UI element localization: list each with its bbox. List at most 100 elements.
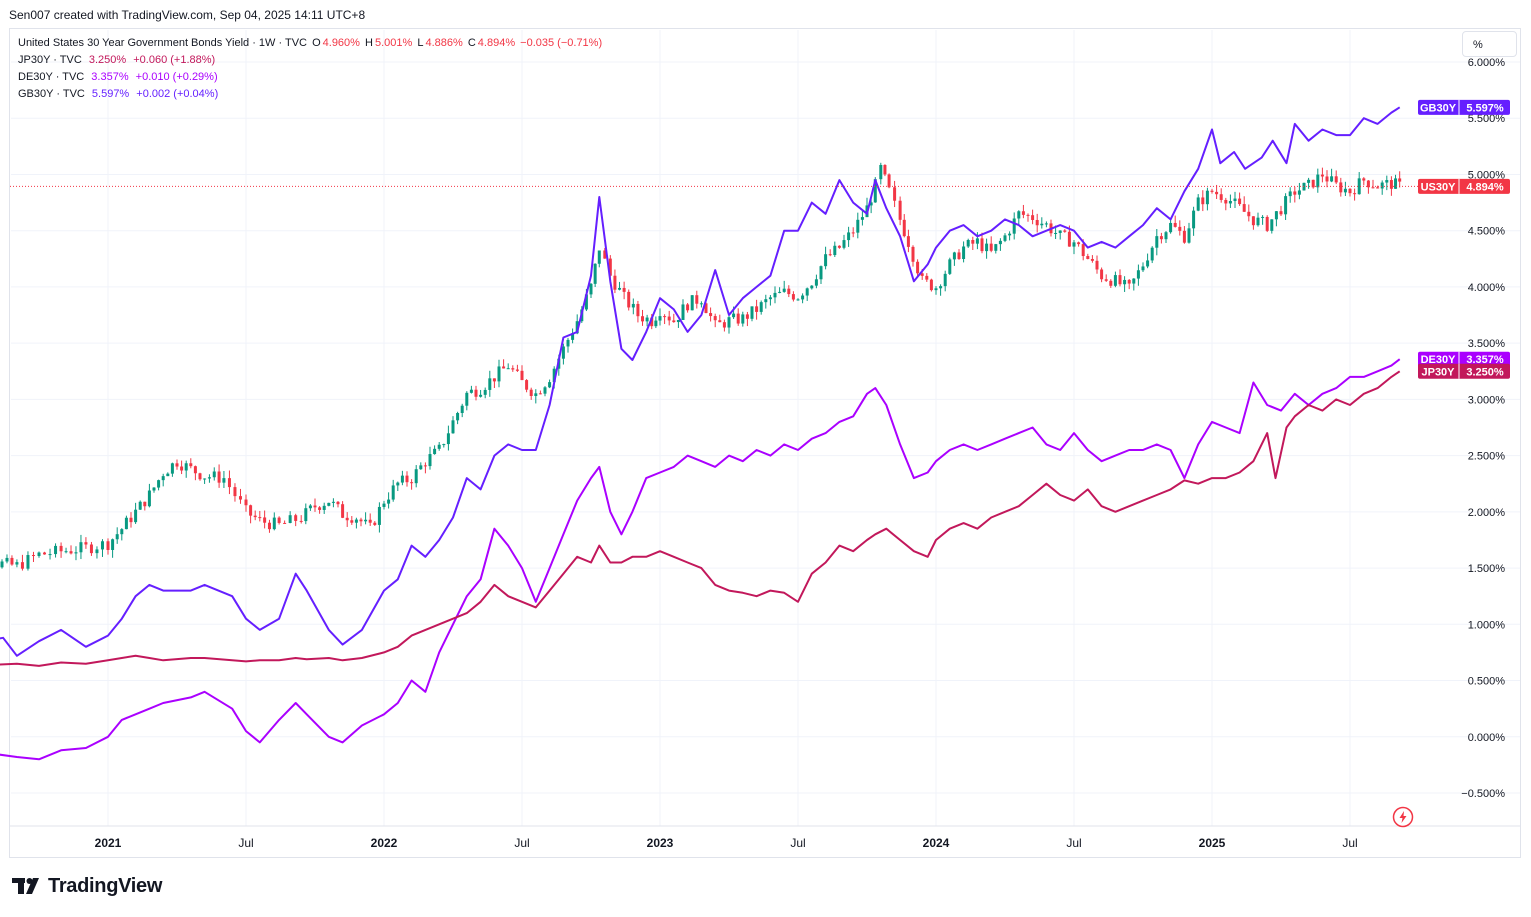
candle-body [1141,266,1145,271]
candle-body [368,519,372,523]
candle-body [0,561,4,568]
candle-body [1067,231,1071,247]
flash-icon[interactable] [1392,806,1414,828]
candle-body [272,517,276,530]
candle-body [975,238,979,244]
candle-body [277,517,281,523]
candle-body [929,279,933,291]
candle-body [980,238,984,252]
candle-body [233,487,237,497]
candle-body [79,542,83,553]
candle-body [400,475,404,483]
y-tick-label: 2.000% [1468,507,1506,519]
y-tick-label: 2.500% [1468,451,1506,463]
candle-body [548,382,552,388]
candle-body [1127,279,1131,284]
legend-de30y-change: +0.010 (+0.29%) [135,71,218,83]
candle-body [1205,190,1209,205]
legend-us30y[interactable]: United States 30 Year Government Bonds Y… [18,37,603,49]
candle-body [645,317,649,322]
legend-de30y[interactable]: DE30Y · TVC 3.357% +0.010 (+0.29%) [18,69,604,86]
candle-body [773,292,777,298]
candle-body [331,501,335,503]
candle-body [1201,197,1205,205]
candle-body [318,507,322,510]
candle-body [618,287,622,290]
y-tick-label: 0.500% [1468,676,1506,688]
candle-body [613,275,617,290]
candle-body [1081,244,1085,257]
candle-body [124,517,128,530]
candle-body [497,366,501,382]
candle-body [957,252,961,260]
grid [11,30,1520,826]
candle-body [95,549,99,554]
candle-body [249,505,253,516]
candle-body [1325,176,1329,182]
candle-body [1330,176,1334,182]
candle-body [1196,197,1200,211]
candle-body [350,520,354,523]
candle-body [893,187,897,201]
candle-body [755,306,759,312]
candle-body [597,250,601,264]
percent-scale-button[interactable]: % [1462,31,1517,57]
candle-body [138,501,142,510]
candle-body [1178,226,1182,231]
candle-body [1182,230,1186,243]
candle-body [308,505,312,509]
candle-body [1242,204,1246,212]
candle-body [134,509,138,523]
candle-body [1389,180,1393,189]
candle-body [1012,218,1016,234]
candle-body [143,501,147,507]
candle-body [1146,260,1150,267]
candle-body [364,519,368,522]
candle-body [828,254,832,256]
y-tick-label: 3.000% [1468,394,1506,406]
candle-body [1366,180,1370,188]
candle-body [10,557,14,565]
candle-body [1150,247,1154,261]
candle-body [147,490,151,507]
candle-body [856,219,860,233]
candle-body [906,236,910,247]
y-axis: 6.000% 5.500% 5.000% 4.500% 4.000% 3.500% 3.00… [1461,57,1505,800]
candle-body [382,503,386,507]
candle-body [217,471,221,483]
candle-body [193,466,197,474]
legend-jp30y-change: +0.060 (+1.88%) [133,54,216,66]
candle-body [952,252,956,260]
y-tick-label: 5.000% [1468,169,1506,181]
candle-body [1044,223,1048,225]
candle-body [819,266,823,280]
candle-body [170,463,174,474]
tag-bg [1418,99,1510,115]
candle-body [180,466,184,471]
us30y-tag: US30Y 4.894% [1418,178,1510,194]
legend-gb30y-value: 5.597% [91,88,130,100]
candle-body [207,477,211,479]
candle-body [1265,216,1269,231]
candle-body [469,389,473,393]
candle-body [1192,210,1196,229]
candle-body [622,287,626,292]
candle-body [962,246,966,260]
candle-body [860,217,864,220]
candle-body [1086,256,1090,259]
legend-jp30y[interactable]: JP30Y · TVC 3.250% +0.060 (+1.88%) [18,52,604,69]
candle-body [681,304,685,320]
candle-body [722,322,726,328]
candle-body [488,378,492,390]
legend-gb30y[interactable]: GB30Y · TVC 5.597% +0.002 (+0.04%) [18,86,604,103]
candle-body [934,288,938,291]
candle-body [387,499,391,504]
tag-name: DE30Y [1421,354,1457,366]
candle-body [695,295,699,304]
candle-body [433,448,437,455]
candle-body [584,294,588,310]
candle-body [15,562,19,565]
x-tick-label: 2021 [95,836,122,850]
candle-body [1353,193,1357,195]
